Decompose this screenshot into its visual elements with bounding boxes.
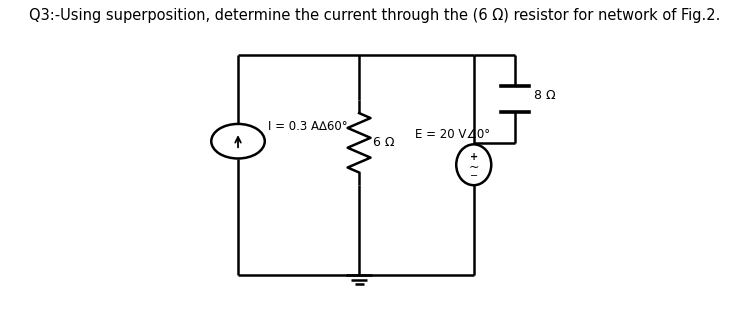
Text: E = 20 V∠0°: E = 20 V∠0° (415, 128, 490, 141)
Text: −: − (470, 171, 478, 181)
Text: Q3:-Using superposition, determine the current through the (6 Ω) resistor for ne: Q3:-Using superposition, determine the c… (29, 8, 721, 23)
Text: ~: ~ (469, 161, 479, 174)
Text: I = 0.3 A∆60°: I = 0.3 A∆60° (268, 120, 347, 133)
Text: 6 Ω: 6 Ω (373, 136, 394, 149)
Text: +: + (470, 152, 478, 162)
Text: 8 Ω: 8 Ω (534, 89, 556, 102)
